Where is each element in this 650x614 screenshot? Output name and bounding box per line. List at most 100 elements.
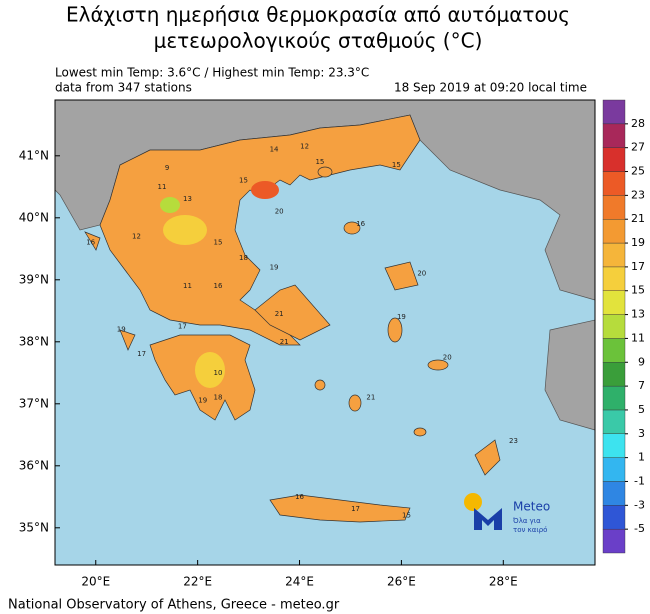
- logo: Meteo Όλα για τον καιρό: [464, 493, 550, 534]
- station-value: 20: [443, 353, 452, 361]
- logo-tagline: τον καιρό: [513, 526, 547, 534]
- station-value: 16: [356, 220, 365, 228]
- colorbar-label: -1: [634, 474, 645, 487]
- neighbour-land: [544, 319, 596, 431]
- logo-sun: [464, 493, 482, 511]
- timestamp: 18 Sep 2019 at 09:20 local time: [394, 81, 587, 95]
- thasos: [317, 166, 333, 178]
- colorbar-bin: [602, 195, 626, 220]
- station-value: 19: [397, 313, 406, 321]
- corfu: [84, 231, 101, 251]
- chios: [387, 317, 403, 343]
- station-value: 19: [270, 263, 279, 271]
- station-value: 17: [178, 322, 187, 330]
- colorbar-bin: [602, 385, 626, 411]
- station-value: 17: [351, 505, 360, 513]
- rhodes: [474, 439, 501, 476]
- y-tick-label: 36°N: [19, 458, 49, 472]
- logo-name: Meteo: [513, 500, 550, 514]
- info: Lowest min Temp: 3.6°C / Highest min Tem…: [55, 66, 369, 80]
- station-value: 11: [158, 183, 167, 191]
- station-value: 15: [239, 177, 248, 185]
- station-value: 15: [214, 239, 223, 247]
- station-value: 18: [214, 394, 223, 402]
- lesvos: [384, 261, 419, 291]
- y-tick-label: 35°N: [19, 520, 49, 534]
- footer: National Observatory of Athens, Greece -…: [8, 598, 340, 613]
- colorbar-bin: [602, 171, 626, 196]
- colorbar-bin: [602, 266, 626, 291]
- x-tick-label: 20°E: [81, 575, 110, 589]
- colorbar-label: 19: [631, 236, 645, 249]
- stations: 15 21 17 23 12 15 13 15 15 20 17 19 10 18 16 15 21 20 19 18…: [86, 143, 518, 520]
- samos: [427, 359, 449, 371]
- colorbar-bin: [602, 457, 626, 482]
- colorbar-bin: [602, 433, 626, 458]
- evia: [254, 284, 331, 341]
- station-value: 19: [198, 397, 207, 405]
- cool-area: [163, 215, 207, 245]
- colorbar-bin: [602, 338, 626, 363]
- colorbar-bin: [602, 505, 626, 530]
- colorbar-bin: [602, 242, 626, 268]
- colorbar-label: 7: [638, 379, 645, 392]
- station-value: 15: [315, 158, 324, 166]
- crete: [269, 494, 411, 523]
- colorbar-bin: [602, 362, 626, 387]
- station-value: 20: [417, 270, 426, 278]
- naxos: [348, 394, 362, 412]
- station-value: 9: [165, 164, 169, 172]
- colorbar-label: 11: [631, 331, 645, 344]
- x-tick-label: 28°E: [489, 575, 518, 589]
- island: [314, 379, 326, 391]
- colorbar-label: 21: [631, 212, 645, 225]
- station-value: 13: [183, 195, 192, 203]
- colorbar-label: 9: [638, 355, 645, 368]
- x-tick-label: 26°E: [387, 575, 416, 589]
- info: data from 347 stations: [55, 81, 192, 95]
- station-value: 21: [275, 310, 284, 318]
- island: [413, 427, 427, 437]
- logo-tagline: Όλα για: [512, 517, 541, 525]
- mainland: [99, 114, 421, 346]
- colorbar-label: 27: [631, 141, 645, 154]
- colorbar-bin: [602, 123, 626, 148]
- y-tick-label: 38°N: [19, 334, 49, 348]
- map-frame: [54, 99, 596, 566]
- station-value: 18: [239, 254, 248, 262]
- warm-area: [251, 181, 279, 199]
- title: μετεωρολογικούς σταθμούς (°C): [154, 29, 483, 53]
- logo-mark: [474, 508, 502, 530]
- station-value: 21: [280, 338, 289, 346]
- colorbar-label: -5: [634, 522, 645, 535]
- station-value: 11: [183, 282, 192, 290]
- colorbar-bin: [602, 290, 626, 315]
- station-value: 20: [275, 208, 284, 216]
- station-value: 12: [300, 143, 309, 151]
- station-value: 16: [214, 282, 223, 290]
- colorbar-label: -3: [634, 498, 645, 511]
- title: Ελάχιστη ημερήσια θερμοκρασία από αυτόμα…: [66, 3, 570, 27]
- colorbar-label: 17: [631, 260, 645, 273]
- y-tick-label: 40°N: [19, 210, 49, 224]
- lemnos: [343, 221, 361, 235]
- station-value: 23: [509, 437, 518, 445]
- colorbar-label: 23: [631, 188, 645, 201]
- colorbar-bin: [602, 219, 626, 244]
- colorbar-label: 25: [631, 165, 645, 178]
- y-tick-label: 39°N: [19, 272, 49, 286]
- colorbar-label: 3: [638, 427, 645, 440]
- station-value: 19: [117, 325, 126, 333]
- x-tick-label: 24°E: [285, 575, 314, 589]
- y-tick-label: 37°N: [19, 396, 49, 410]
- colorbar-label: 1: [638, 451, 645, 464]
- colorbar-bin: [602, 99, 626, 125]
- cool-area: [195, 352, 225, 388]
- colorbar-label: 28: [631, 117, 645, 130]
- map: 15 21 17 23 12 15 13 15 15 20 17 19 10 18 16 15 21 20 19 18…: [54, 99, 596, 566]
- station-value: 14: [270, 146, 279, 154]
- colorbar-bin: [602, 147, 626, 172]
- station-value: 15: [392, 161, 401, 169]
